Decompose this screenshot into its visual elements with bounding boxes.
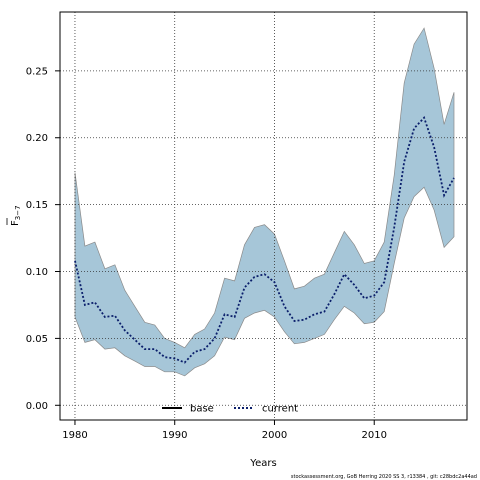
y-axis-title: F3−7 bbox=[10, 205, 22, 226]
tick-layer: 1980 1990 2000 2010 0.00 0.05 0.10 0.15 0.20 0.25 bbox=[26, 66, 387, 441]
plot-frame bbox=[59, 11, 468, 421]
x-tick-label: 2000 bbox=[262, 430, 287, 441]
footnote: stockassessment.org, GoB Herring 2020 SS… bbox=[291, 474, 477, 480]
legend-current-label: current bbox=[262, 404, 298, 415]
grid-layer bbox=[60, 12, 467, 420]
legend: base current bbox=[162, 404, 298, 415]
series-line-layer bbox=[74, 115, 455, 364]
series-line-current bbox=[74, 115, 455, 364]
legend-base-label: base bbox=[190, 404, 214, 415]
x-axis-title: Years bbox=[249, 458, 276, 469]
y-tick-label: 0.00 bbox=[26, 401, 48, 412]
confidence-band bbox=[74, 27, 455, 377]
x-tick-label: 1990 bbox=[162, 430, 187, 441]
y-axis-title-subscript: 3−7 bbox=[14, 205, 22, 220]
x-tick-label: 2010 bbox=[362, 430, 387, 441]
y-tick-label: 0.15 bbox=[26, 200, 48, 211]
y-tick-label: 0.25 bbox=[26, 66, 48, 77]
y-axis-title-main: F bbox=[10, 220, 21, 226]
x-tick-label: 1980 bbox=[62, 430, 87, 441]
y-tick-label: 0.05 bbox=[26, 334, 48, 345]
y-tick-label: 0.20 bbox=[26, 133, 48, 144]
confidence-band-layer bbox=[74, 27, 455, 377]
y-tick-label: 0.10 bbox=[26, 267, 48, 278]
